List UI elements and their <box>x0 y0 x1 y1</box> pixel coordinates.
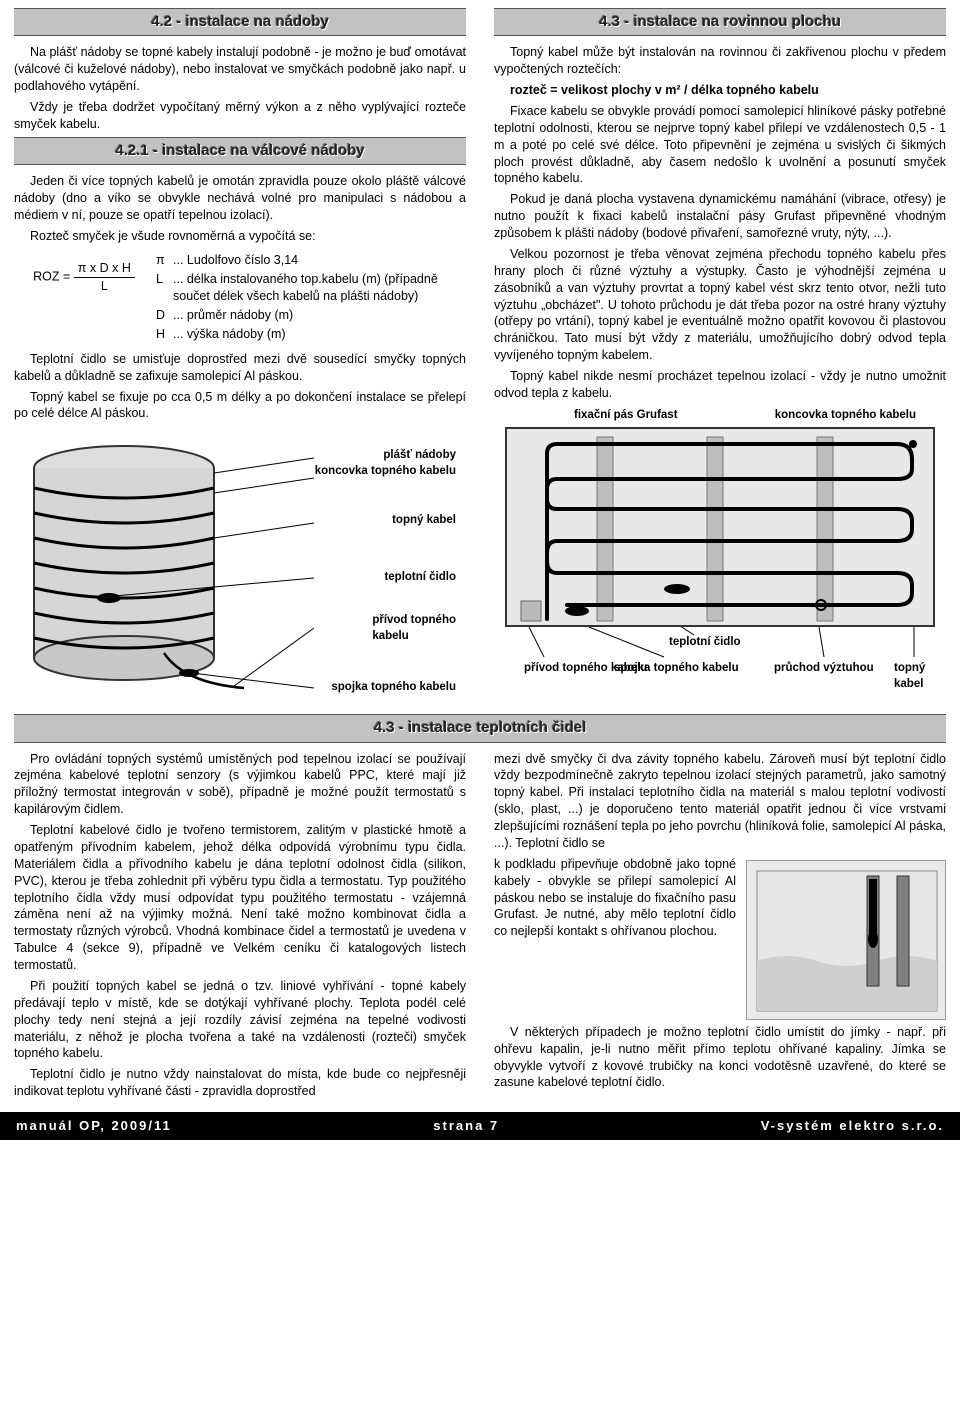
footer-center: strana 7 <box>433 1117 499 1135</box>
right-column: 4.3 - instalace na rovinnou plochu Topný… <box>480 0 960 714</box>
left-column: 4.2 - instalace na nádoby Na plášť nádob… <box>0 0 480 714</box>
footer-right: V-systém elektro s.r.o. <box>761 1117 944 1135</box>
paragraph: Velkou pozornost je třeba věnovat zejmén… <box>494 246 946 364</box>
label-cable-end-2: koncovka topného kabelu <box>775 408 916 424</box>
heading-4-2: 4.2 - instalace na nádoby <box>14 8 466 36</box>
paragraph: Na plášť nádoby se topné kabely instaluj… <box>14 44 466 95</box>
paragraph: mezi dvě smyčky či dva závity topného ka… <box>494 751 946 852</box>
formula-block: ROZ = π x D x H L π... Ludolfovo číslo 3… <box>14 250 466 344</box>
label-cable-splice: spojka topného kabelu <box>331 680 456 696</box>
formula-label: ROZ = <box>33 270 70 284</box>
paragraph: Topný kabel se fixuje po cca 0,5 m délky… <box>14 389 466 423</box>
paragraph: Při použití topných kabel se jedná o tzv… <box>14 978 466 1062</box>
label-cable-lead: přívod topného kabelu <box>372 613 456 644</box>
paragraph: V některých případech je možno teplotní … <box>494 1024 946 1092</box>
heading-4-2-1: 4.2.1 - instalace na válcové nádoby <box>14 137 466 165</box>
formula-legend: π... Ludolfovo číslo 3,14 L... délka ins… <box>154 250 466 344</box>
label-heating-cable: topný kabel <box>392 513 456 529</box>
paragraph: Pro ovládání topných systémů umístěných … <box>14 751 466 819</box>
paragraph: Vždy je třeba dodržet vypočítaný měrný v… <box>14 99 466 133</box>
paragraph: Topný kabel nikde nesmí procházet tepeln… <box>494 368 946 402</box>
lower-section: Pro ovládání topných systémů umístěných … <box>0 751 960 1105</box>
paragraph: Teplotní čidlo je nutno vždy nainstalova… <box>14 1066 466 1100</box>
label-cable-end: koncovka topného kabelu <box>315 464 456 480</box>
formula-den: L <box>101 279 108 293</box>
paragraph: Topný kabel může být instalován na rovin… <box>494 44 946 78</box>
formula-num: π x D x H <box>74 260 135 278</box>
heading-4-3b: 4.3 - instalace teplotních čidel <box>14 714 946 742</box>
label-grufast: fixační pás Grufast <box>574 408 678 424</box>
paragraph: Fixace kabelu se obvykle provádí pomocí … <box>494 103 946 187</box>
paragraph: Teplotní čidlo se umisťuje doprostřed me… <box>14 351 466 385</box>
flat-panel-diagram: fixační pás Grufast koncovka topného kab… <box>494 408 946 688</box>
paragraph: Teplotní kabelové čidlo je tvořeno termi… <box>14 822 466 974</box>
label-temp-sensor: teplotní čidlo <box>384 570 456 586</box>
heading-4-3a: 4.3 - instalace na rovinnou plochu <box>494 8 946 36</box>
footer-left: manuál OP, 2009/11 <box>16 1117 172 1135</box>
paragraph: Jeden či více topných kabelů je omotán z… <box>14 173 466 224</box>
paragraph: Rozteč smyček je všude rovnoměrná a vypo… <box>14 228 466 245</box>
label-cylinder-wall: plášť nádoby <box>315 448 456 464</box>
paragraph: Pokud je daná plocha vystavena dynamické… <box>494 191 946 242</box>
formula-line: rozteč = velikost plochy v m² / délka to… <box>494 82 946 99</box>
page-footer: manuál OP, 2009/11 strana 7 V-systém ele… <box>0 1112 960 1140</box>
cylinder-diagram: plášť nádoby koncovka topného kabelu top… <box>14 428 466 708</box>
sensor-in-liquid-figure <box>746 860 946 1020</box>
